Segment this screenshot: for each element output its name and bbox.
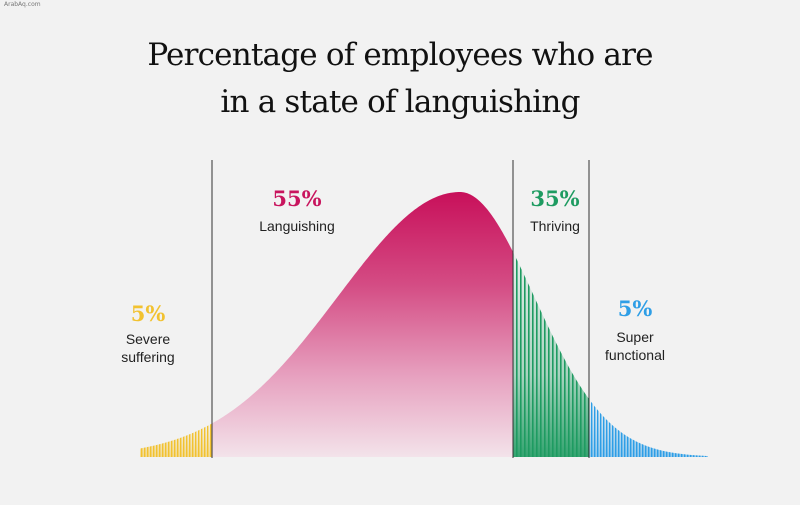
super-functional-percent: 5%: [618, 296, 653, 321]
thriving-label: Thriving: [530, 218, 580, 234]
chart-title: Percentage of employees who are in a sta…: [0, 32, 800, 126]
severe-suffering-label-line-1: Severe: [126, 331, 171, 347]
area-languishing: [212, 192, 513, 457]
area-thriving-fill: [513, 251, 589, 457]
super-functional-label-line-2: functional: [605, 347, 665, 363]
title-line-2: in a state of languishing: [220, 84, 580, 120]
watermark: ArabAq.com: [4, 1, 41, 8]
severe-suffering-percent: 5%: [131, 301, 166, 326]
severe-suffering-label-line-2: suffering: [121, 349, 174, 365]
thriving-percent: 35%: [530, 186, 579, 211]
super-functional-label-line-1: Super: [616, 329, 654, 345]
area-super-functional-fill: [589, 399, 708, 457]
languishing-percent: 55%: [272, 186, 321, 211]
area-severe-suffering-fill: [140, 423, 212, 457]
title-line-1: Percentage of employees who are: [147, 37, 653, 73]
languishing-label: Languishing: [259, 218, 335, 234]
